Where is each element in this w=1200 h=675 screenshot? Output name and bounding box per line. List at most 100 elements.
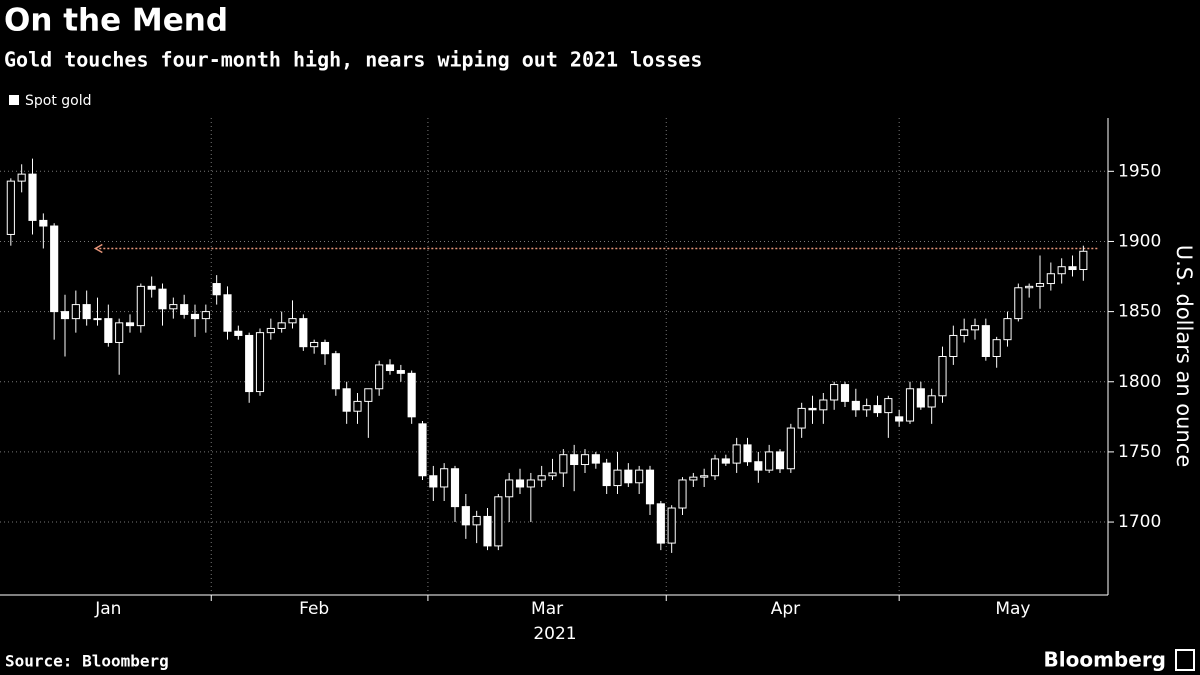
candle-body <box>505 479 514 498</box>
candle-body <box>570 454 579 466</box>
candle-body <box>635 469 644 484</box>
candle-body <box>1025 285 1034 289</box>
chart-title: On the Mend <box>4 3 228 39</box>
candle-body <box>461 506 470 526</box>
candle-body <box>201 311 210 320</box>
y-tick-label: 1850 <box>1118 302 1161 322</box>
candle-body <box>710 458 720 477</box>
candle-body <box>71 304 80 320</box>
source-note: Source: Bloomberg <box>5 652 169 671</box>
candle-body <box>136 285 145 327</box>
candle-body <box>364 388 373 402</box>
candle-body <box>1035 283 1045 287</box>
candle-body <box>60 311 70 320</box>
candle-body <box>916 388 925 408</box>
candle-body <box>743 444 752 463</box>
candle-body <box>1057 266 1066 275</box>
candle-body <box>375 364 384 390</box>
candle-body <box>1003 318 1012 341</box>
candle-body <box>981 325 990 357</box>
candle-body <box>754 461 763 471</box>
candle-body <box>212 283 221 296</box>
x-tick-label: Jan <box>94 599 121 619</box>
candle-body <box>104 318 113 343</box>
candle-body <box>678 479 687 509</box>
candle-body <box>830 384 839 401</box>
y-tick-label: 1950 <box>1118 161 1161 181</box>
candle-body <box>82 304 91 320</box>
candle-body <box>873 405 882 414</box>
candle-body <box>938 356 947 397</box>
x-tick-label: Feb <box>299 599 329 619</box>
candle-body <box>927 395 936 408</box>
candle-body <box>320 341 330 355</box>
brand-logo: Bloomberg <box>1044 648 1166 672</box>
legend-label: Spot gold <box>25 93 92 109</box>
candle-body <box>700 475 709 478</box>
candle-body <box>656 503 665 544</box>
candle-body <box>591 454 600 464</box>
candle-body <box>93 318 102 321</box>
candle-body <box>147 285 156 290</box>
candle-body <box>613 469 622 487</box>
candle-body <box>797 407 806 429</box>
candle-body <box>483 515 492 547</box>
chart-subtitle: Gold touches four-month high, nears wipi… <box>4 48 702 72</box>
candle-body <box>515 479 525 488</box>
x-axis-year: 2021 <box>533 624 576 644</box>
candle-body <box>115 322 124 343</box>
candle-body <box>28 173 37 221</box>
candle-body <box>949 334 958 357</box>
legend-swatch <box>9 95 19 105</box>
y-tick-label: 1900 <box>1118 231 1161 251</box>
candle-body <box>624 469 633 484</box>
y-tick-label: 1800 <box>1118 372 1161 392</box>
candle-body <box>223 294 232 332</box>
candle-body <box>689 476 698 481</box>
candle-body <box>840 384 850 402</box>
y-tick-label: 1700 <box>1118 512 1161 532</box>
candle-body <box>6 180 15 235</box>
candle-body <box>418 423 427 477</box>
candle-body <box>786 427 795 470</box>
candle-body <box>385 364 395 372</box>
candle-body <box>450 468 460 508</box>
candle-body <box>895 416 904 422</box>
candle-body <box>125 322 135 327</box>
candle-body <box>526 479 535 488</box>
candle-body <box>580 454 590 466</box>
candle-body <box>960 329 969 336</box>
candle-body <box>1079 250 1088 271</box>
candle-body <box>862 405 871 411</box>
candle-body <box>158 288 167 310</box>
x-tick-label: Mar <box>531 599 563 619</box>
candle-body <box>775 451 785 470</box>
candle-body <box>1068 266 1077 271</box>
candle-body <box>494 496 503 547</box>
candle-body <box>970 325 980 331</box>
candle-body <box>310 341 319 348</box>
candle-body <box>472 515 481 526</box>
candle-body <box>50 225 59 313</box>
candle-body <box>765 451 774 471</box>
candle-body <box>169 304 178 310</box>
candle-body <box>17 173 26 182</box>
candle-body <box>808 407 817 411</box>
candle-body <box>288 318 297 324</box>
candle-body <box>396 370 405 374</box>
candle-body <box>39 219 48 227</box>
candle-body <box>234 330 243 336</box>
candle-body <box>255 332 265 393</box>
candle-body <box>1014 287 1023 320</box>
candle-body <box>884 398 893 414</box>
candle-body <box>645 469 655 505</box>
candle-body <box>180 304 189 315</box>
y-tick-label: 1750 <box>1118 442 1161 462</box>
candle-body <box>819 399 828 411</box>
candle-body <box>429 475 438 488</box>
candle-body <box>266 327 275 334</box>
reference-arrow <box>93 243 103 254</box>
x-tick-label: May <box>995 599 1030 619</box>
candle-body <box>851 400 860 411</box>
